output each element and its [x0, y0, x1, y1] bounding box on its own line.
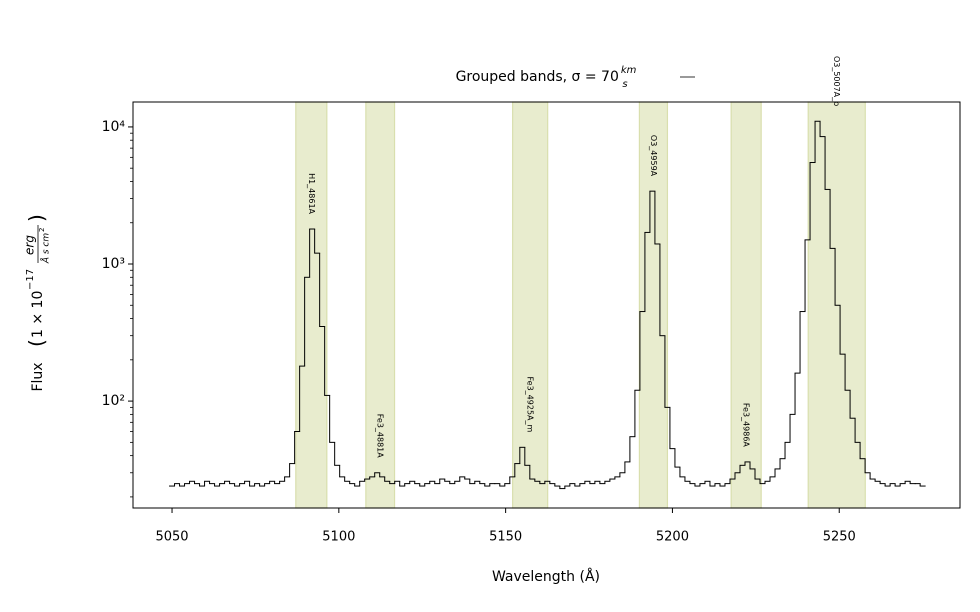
band-label: Fe3_4986A	[742, 403, 751, 448]
x-tick-label: 5250	[823, 530, 856, 545]
band-label: Fe3_4881A	[376, 414, 385, 459]
y-tick-label: 10²	[102, 393, 125, 409]
y-tick-label: 10³	[102, 256, 125, 272]
band	[295, 101, 328, 509]
title-unit-den: s	[622, 79, 627, 90]
ylabel-denominator: Å s cm	[40, 233, 52, 265]
band-label: Fe3_4925A_m	[526, 377, 535, 433]
ylabel-exponent: −17	[25, 269, 36, 290]
band	[730, 101, 762, 509]
x-tick-label: 5200	[656, 530, 689, 545]
band	[365, 101, 396, 509]
title-text: Grouped bands, σ = 70	[456, 69, 619, 85]
x-tick-label: 5150	[489, 530, 522, 545]
x-tick-label: 5050	[155, 530, 188, 545]
band	[512, 101, 549, 509]
y-tick-label: 10⁴	[102, 119, 126, 135]
x-axis-label: Wavelength (Å)	[492, 568, 600, 585]
band-label: H1_4861A	[307, 173, 316, 214]
y-axis-label: Flux ( 1 × 10 −17 erg Å s cm 2 )	[23, 214, 52, 391]
ylabel-prefix: Flux	[30, 362, 46, 391]
ylabel-numerator: erg	[23, 235, 37, 255]
paren: )	[25, 214, 49, 222]
ylabel-scale: 1 × 10	[30, 291, 46, 338]
x-tick-label: 5100	[322, 530, 355, 545]
band-label: O3_4959A	[649, 135, 658, 177]
ylabel-denominator-exponent: 2	[38, 228, 46, 232]
paren: (	[25, 339, 49, 347]
band	[638, 101, 669, 509]
title-unit-num: km	[621, 65, 637, 76]
band-label: O3_5007A_b	[832, 56, 841, 106]
chart-title: Grouped bands, σ = 70 km s	[456, 65, 637, 90]
